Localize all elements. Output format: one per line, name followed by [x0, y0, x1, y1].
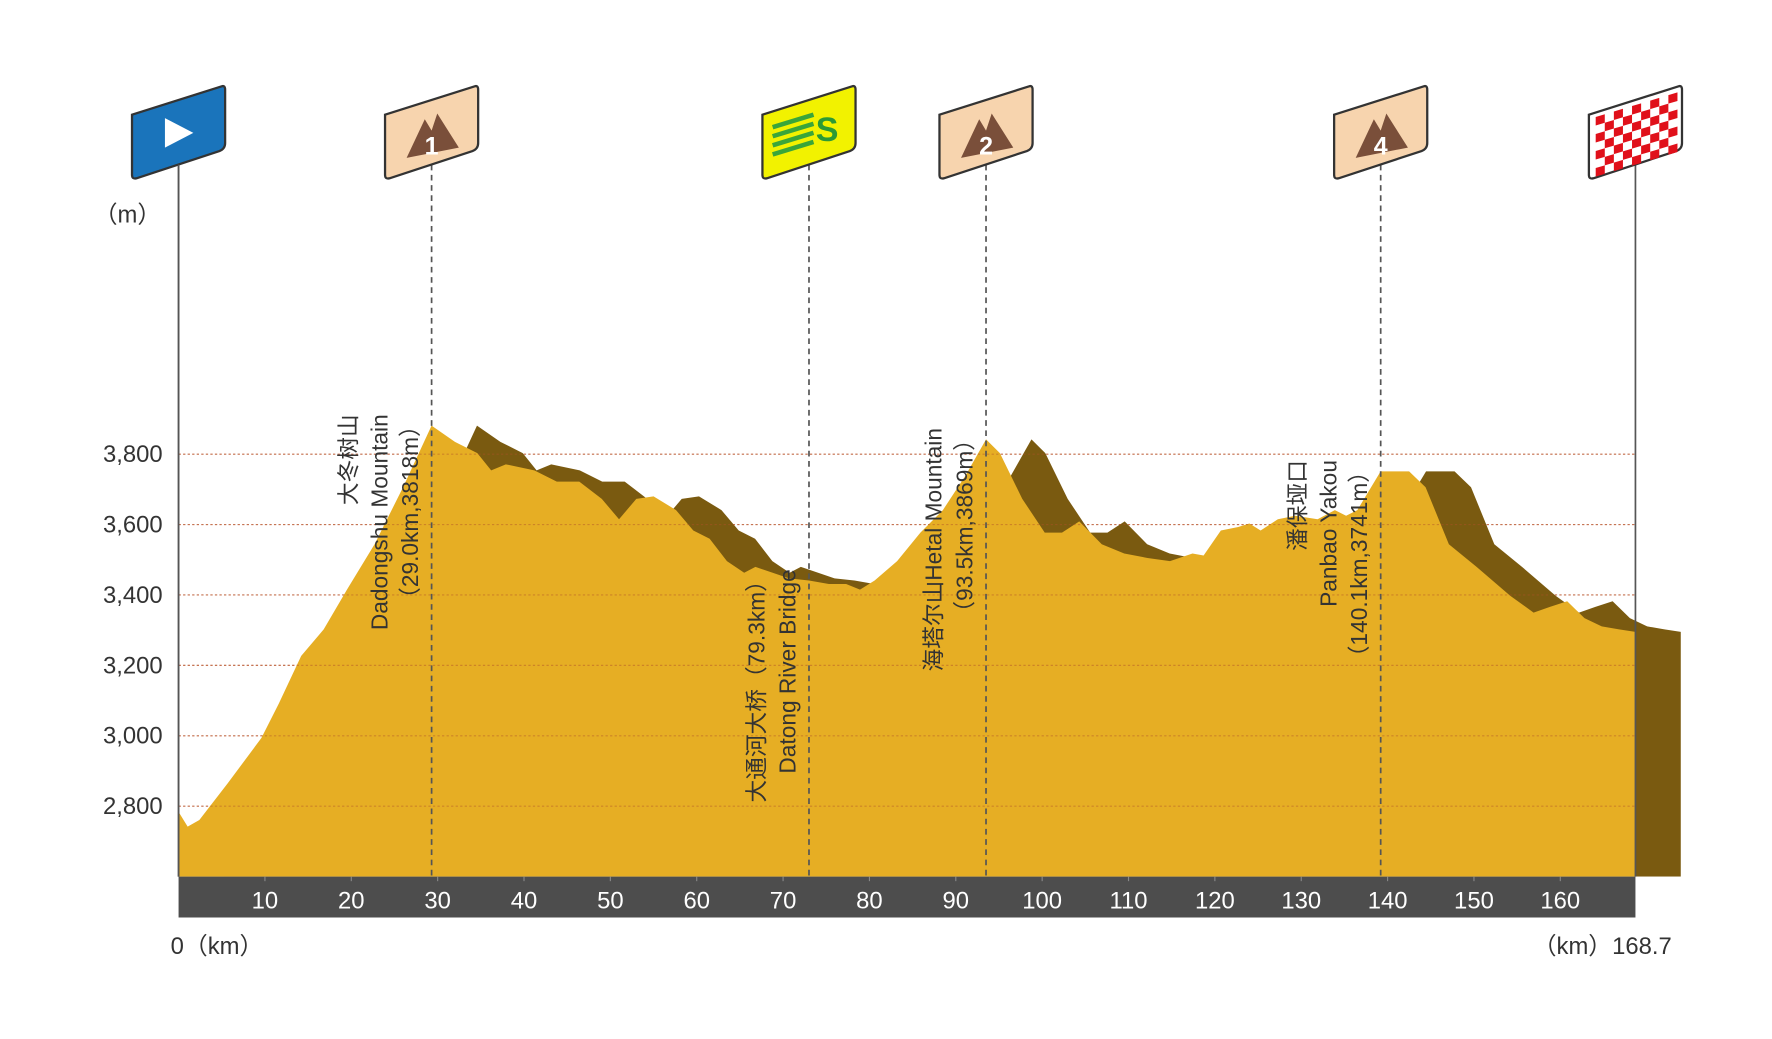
mountain	[961, 113, 1014, 158]
x-tick-label: 60	[683, 887, 710, 914]
annotation: 潘保垭口	[1285, 460, 1311, 551]
checker	[1622, 131, 1633, 143]
checker	[1632, 137, 1642, 149]
checker	[1632, 154, 1642, 166]
checker	[1650, 114, 1660, 127]
y-tick-label: 2,800	[103, 793, 163, 820]
start-icon	[164, 118, 194, 148]
checker	[1632, 103, 1642, 115]
checker	[1632, 120, 1642, 132]
profile-area	[178, 425, 1636, 877]
checker	[1604, 137, 1614, 149]
checker	[1595, 165, 1605, 177]
y-tick-label: 3,000	[103, 723, 163, 750]
checker	[1668, 143, 1678, 155]
annotation: （140.1km,3741m）	[1346, 460, 1372, 668]
stripe	[771, 130, 815, 148]
flag	[130, 84, 227, 180]
checker	[1613, 108, 1623, 121]
checker	[1613, 125, 1623, 138]
x-axis-end-label: （km）168.7	[1533, 933, 1672, 960]
x-tick-label: 110	[1110, 887, 1148, 914]
x-tick-label: 70	[770, 887, 797, 914]
y-axis-label: （m）	[94, 202, 162, 229]
checker	[1595, 114, 1605, 126]
flag-label: 4	[1374, 132, 1388, 160]
x-tick-label: 130	[1281, 887, 1321, 914]
flag-label: 2	[979, 132, 993, 160]
annotation: （93.5km,3869m）	[951, 428, 977, 624]
y-tick-label: 3,800	[103, 441, 163, 468]
flag: 1	[383, 84, 480, 180]
flag-label: 1	[425, 132, 439, 160]
checker	[1668, 126, 1678, 138]
checker	[1613, 159, 1623, 172]
annotation: 大通河大桥（79.3km）	[744, 569, 770, 802]
x-tick-label: 150	[1454, 887, 1494, 914]
checker	[1668, 92, 1678, 104]
checker	[1659, 137, 1669, 149]
checker	[1641, 109, 1651, 121]
x-tick-label: 90	[943, 887, 970, 914]
mountain	[406, 113, 459, 158]
flag: 2	[938, 84, 1034, 180]
checker	[1622, 148, 1633, 160]
x-tick-label: 100	[1022, 887, 1062, 914]
x-tick-label: 40	[511, 887, 538, 914]
y-tick-label: 3,200	[103, 652, 163, 679]
checker	[1641, 143, 1651, 155]
checker	[1650, 97, 1660, 110]
flag	[1587, 84, 1684, 180]
checker	[1604, 120, 1614, 132]
x-tick-label: 20	[338, 887, 365, 914]
x-axis-band	[178, 876, 1636, 918]
stripe	[771, 112, 815, 130]
flag-label: S	[816, 111, 839, 149]
x-axis-start-label: 0（km）	[171, 933, 264, 960]
x-tick-label: 50	[597, 887, 624, 914]
checker	[1595, 148, 1605, 160]
checker	[1650, 148, 1660, 161]
checker	[1613, 142, 1623, 155]
x-tick-label: 160	[1540, 887, 1580, 914]
annotation: Datong River Bridge	[774, 569, 800, 773]
x-tick-label: 30	[424, 887, 451, 914]
y-tick-label: 3,600	[103, 512, 163, 539]
stripe	[771, 121, 815, 139]
x-tick-label: 10	[252, 887, 279, 914]
stripe	[771, 139, 815, 157]
x-tick-label: 140	[1368, 887, 1408, 914]
x-tick-label: 80	[856, 887, 883, 914]
flag: S	[761, 84, 857, 180]
mountain	[1355, 113, 1408, 158]
checker	[1622, 114, 1633, 126]
checker	[1659, 103, 1669, 115]
x-tick-label: 120	[1195, 887, 1235, 914]
checker	[1641, 126, 1651, 138]
annotation: （29.0km,3818m）	[397, 414, 423, 610]
checker	[1668, 109, 1678, 121]
annotation: 海塔尔山Hetal Mountain	[921, 428, 947, 672]
annotation: Panbao Yakou	[1315, 460, 1341, 607]
checker	[1604, 154, 1614, 166]
checker	[1595, 131, 1605, 143]
annotation: Dadongshu Mountain	[366, 414, 392, 630]
annotation: 大冬树山	[336, 414, 362, 505]
checker	[1659, 120, 1669, 132]
checker	[1650, 131, 1660, 144]
flag: 4	[1332, 84, 1429, 180]
y-tick-label: 3,400	[103, 582, 163, 609]
